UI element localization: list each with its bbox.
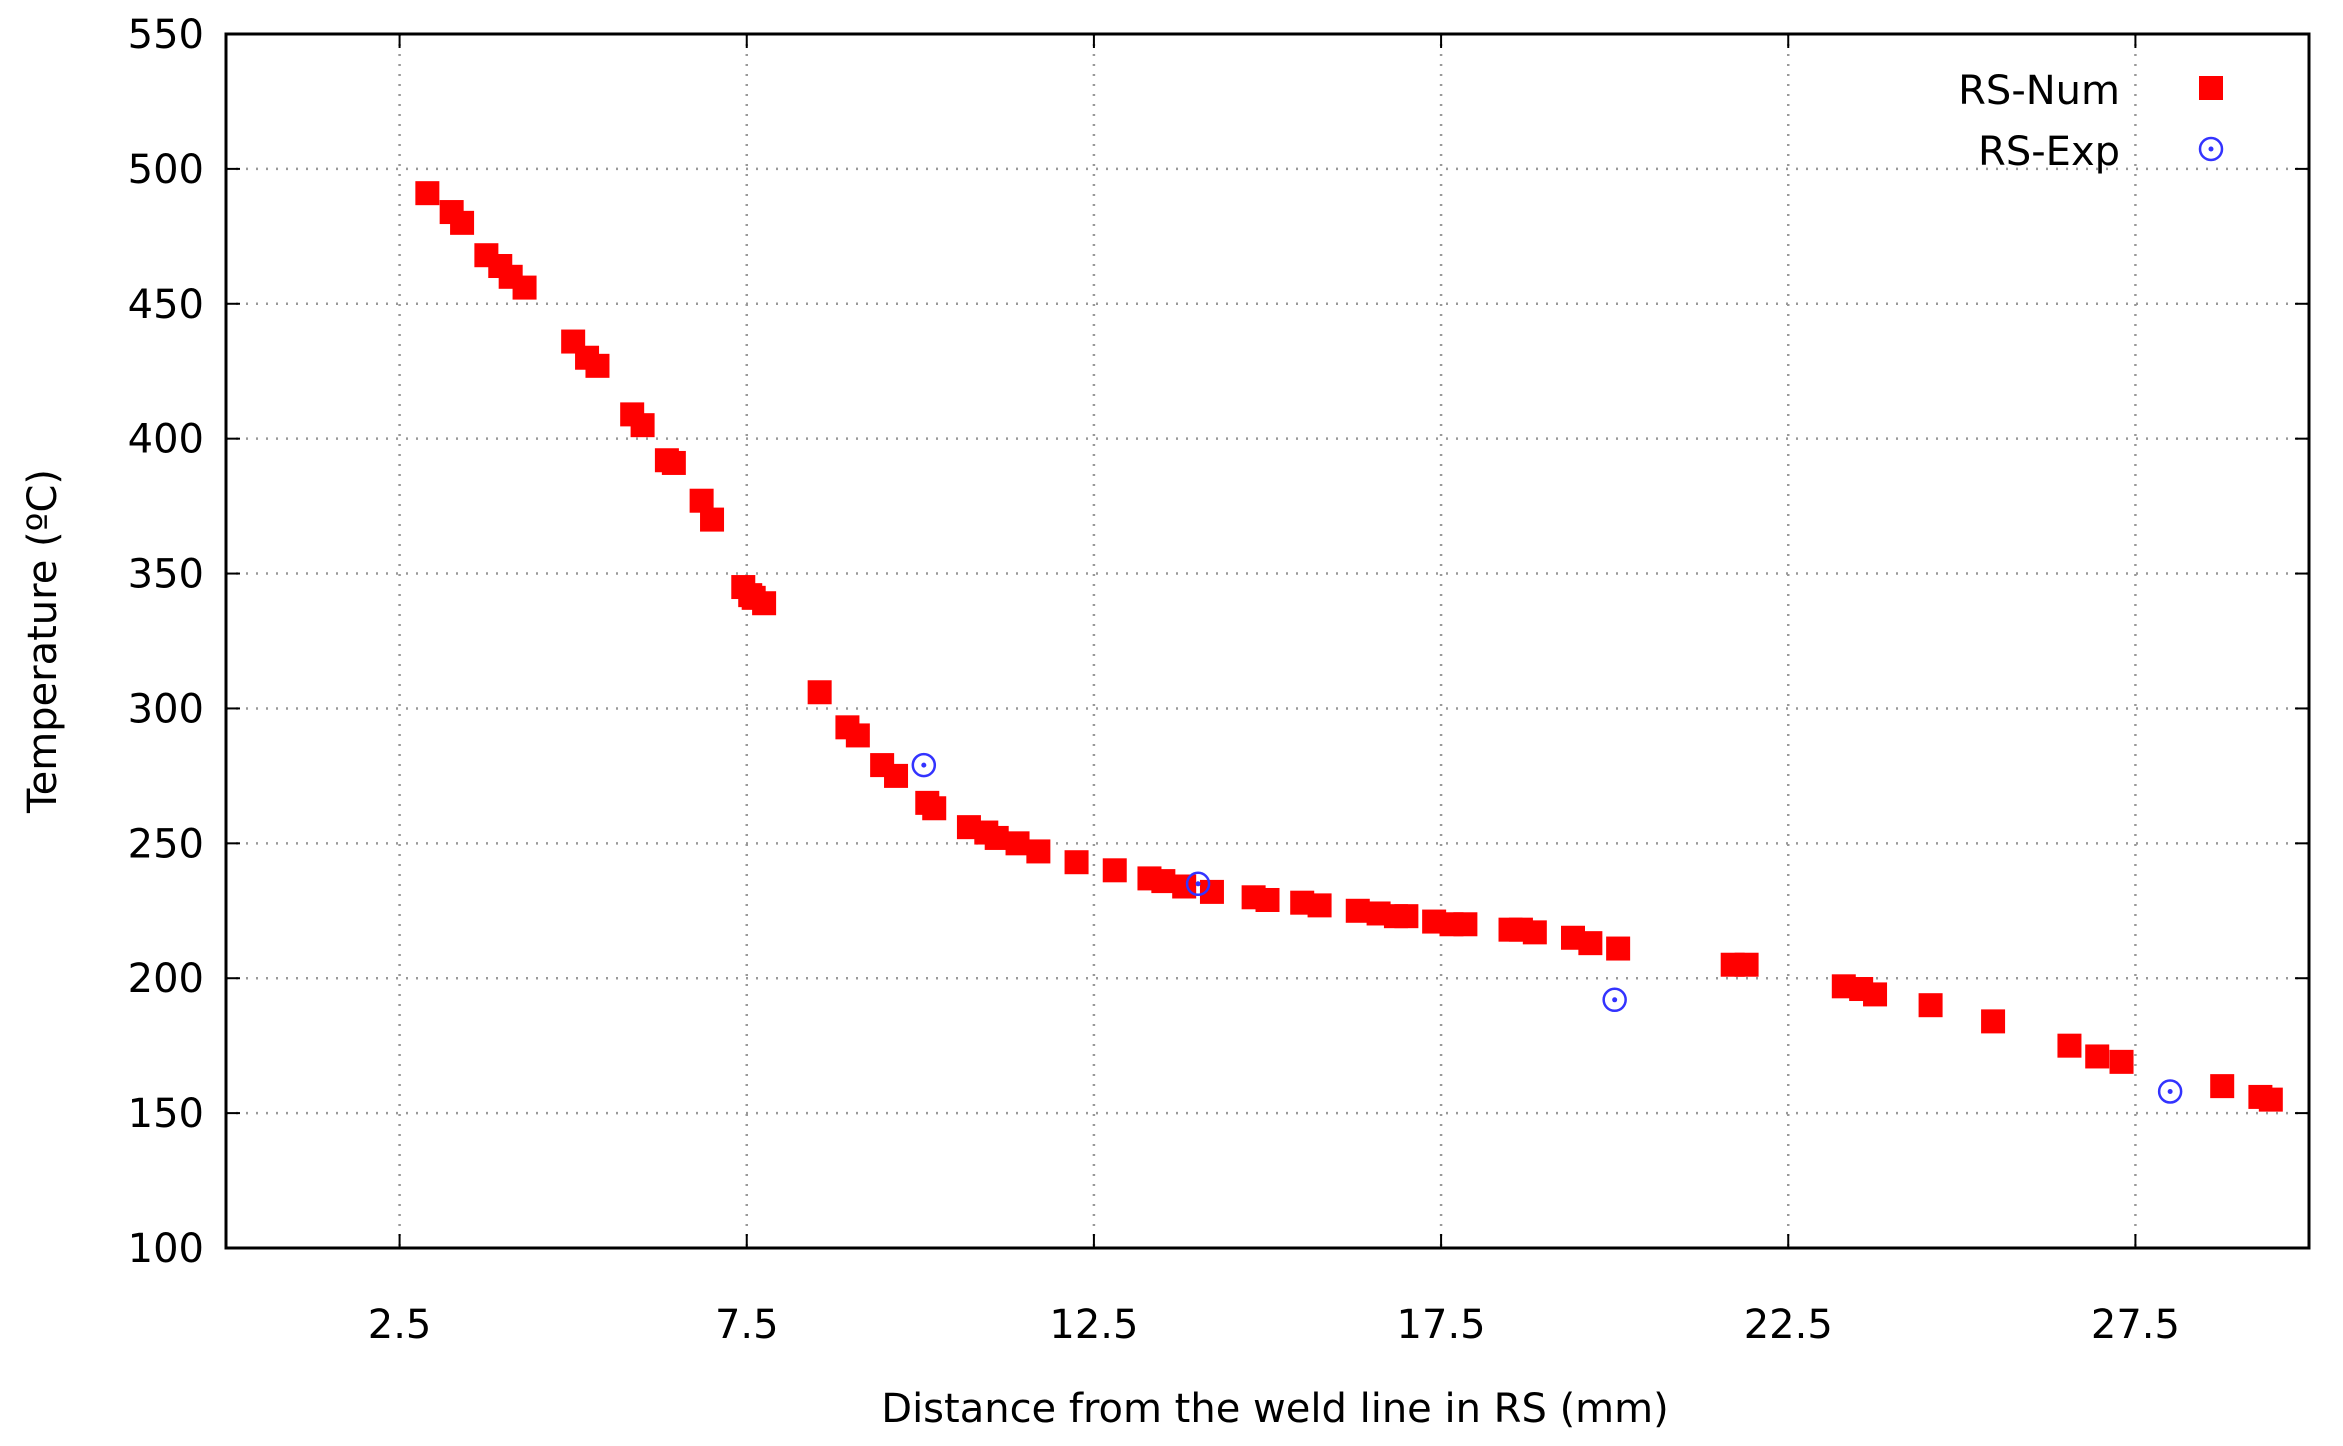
- data-point-rs-num: [1307, 893, 1332, 918]
- data-point-rs-num: [807, 680, 832, 705]
- data-point-rs-num: [1981, 1009, 2006, 1034]
- data-point-rs-exp-dot: [1195, 881, 1201, 887]
- series-layer: [415, 181, 2283, 1112]
- data-point-rs-exp: [1602, 987, 1627, 1013]
- data-point-rs-num: [2258, 1087, 2283, 1112]
- data-point-rs-num: [1255, 887, 1280, 912]
- x-axis-ticks: 2.5 7.5 12.5 17.5 22.5 27.5: [368, 34, 2180, 1348]
- legend-label-rs-num: RS-Num: [1958, 68, 2120, 114]
- series-rs-exp: [911, 752, 2183, 1104]
- data-point-rs-num: [661, 450, 686, 475]
- data-point-rs-num: [1102, 858, 1127, 883]
- data-point-rs-num: [984, 825, 1009, 850]
- data-point-rs-num: [1026, 839, 1051, 864]
- y-axis-ticks: 100 150 200 250 300 350 400 450 500 550: [128, 12, 2309, 1272]
- data-point-rs-num: [1578, 931, 1603, 956]
- data-point-rs-exp-ring: [1185, 871, 1211, 897]
- x-tick-label: 27.5: [2091, 1302, 2180, 1348]
- y-tick-label: 200: [128, 956, 204, 1002]
- x-tick-label: 12.5: [1049, 1302, 1138, 1348]
- data-point-rs-num: [1064, 850, 1089, 875]
- series-rs-num: [415, 181, 2283, 1112]
- x-tick-label: 7.5: [715, 1302, 779, 1348]
- y-tick-label: 350: [128, 552, 204, 598]
- grid-lines: [226, 34, 2309, 1248]
- data-point-rs-exp-ring: [2157, 1079, 2183, 1104]
- data-point-rs-num: [845, 723, 870, 748]
- x-tick-label: 17.5: [1397, 1302, 1486, 1348]
- data-point-rs-exp-dot: [2167, 1089, 2173, 1095]
- data-point-rs-num: [2109, 1049, 2134, 1074]
- data-point-rs-num: [450, 210, 475, 235]
- data-point-rs-num: [512, 275, 537, 300]
- legend-marker-rs-exp-dot: [2208, 146, 2214, 152]
- data-point-rs-num: [630, 413, 655, 438]
- data-point-rs-num: [700, 507, 725, 532]
- data-point-rs-num: [752, 591, 777, 616]
- y-tick-label: 550: [128, 12, 204, 58]
- data-point-rs-num: [415, 181, 440, 206]
- y-tick-label: 500: [128, 147, 204, 193]
- y-axis-title: Temperature (ºC): [20, 469, 66, 814]
- data-point-rs-num: [1734, 952, 1759, 977]
- data-point-rs-exp-dot: [921, 762, 927, 768]
- legend-marker-rs-exp: [2198, 136, 2224, 162]
- data-point-rs-num: [1345, 898, 1370, 923]
- data-point-rs-exp: [911, 752, 937, 778]
- legend-label-rs-exp: RS-Exp: [1978, 129, 2120, 175]
- data-point-rs-num: [2085, 1044, 2110, 1069]
- plot-frame: [224, 32, 2311, 1250]
- x-tick-label: 22.5: [1744, 1302, 1833, 1348]
- data-point-rs-num: [1151, 869, 1176, 894]
- data-point-rs-num: [1522, 920, 1547, 945]
- data-point-rs-num: [1918, 993, 1943, 1018]
- y-tick-label: 250: [128, 821, 204, 867]
- data-point-rs-num: [1453, 912, 1478, 937]
- x-axis-title: Distance from the weld line in RS (mm): [881, 1386, 1668, 1432]
- data-point-rs-num: [1863, 982, 1888, 1007]
- y-tick-label: 150: [128, 1091, 204, 1137]
- y-tick-label: 400: [128, 417, 204, 463]
- data-point-rs-exp: [2157, 1079, 2183, 1104]
- y-tick-label: 300: [128, 686, 204, 732]
- legend-marker-rs-num: [2199, 76, 2223, 100]
- data-point-rs-exp-ring: [1602, 987, 1627, 1013]
- data-point-rs-num: [1005, 831, 1030, 856]
- data-point-rs-num: [884, 763, 909, 788]
- data-point-rs-num: [922, 796, 947, 821]
- data-point-rs-num: [585, 353, 610, 378]
- data-point-rs-exp-dot: [1612, 997, 1618, 1003]
- y-tick-label: 450: [128, 282, 204, 328]
- legend: RS-Num RS-Exp: [1958, 68, 2224, 175]
- x-tick-label: 2.5: [368, 1302, 432, 1348]
- y-tick-label: 100: [128, 1226, 204, 1272]
- data-point-rs-num: [2210, 1074, 2235, 1099]
- data-point-rs-exp-ring: [911, 752, 937, 778]
- data-point-rs-num: [1606, 936, 1631, 961]
- data-point-rs-num: [2057, 1033, 2082, 1058]
- data-point-rs-num: [1172, 874, 1197, 899]
- data-point-rs-num: [1394, 904, 1419, 929]
- data-point-rs-exp: [1185, 871, 1211, 897]
